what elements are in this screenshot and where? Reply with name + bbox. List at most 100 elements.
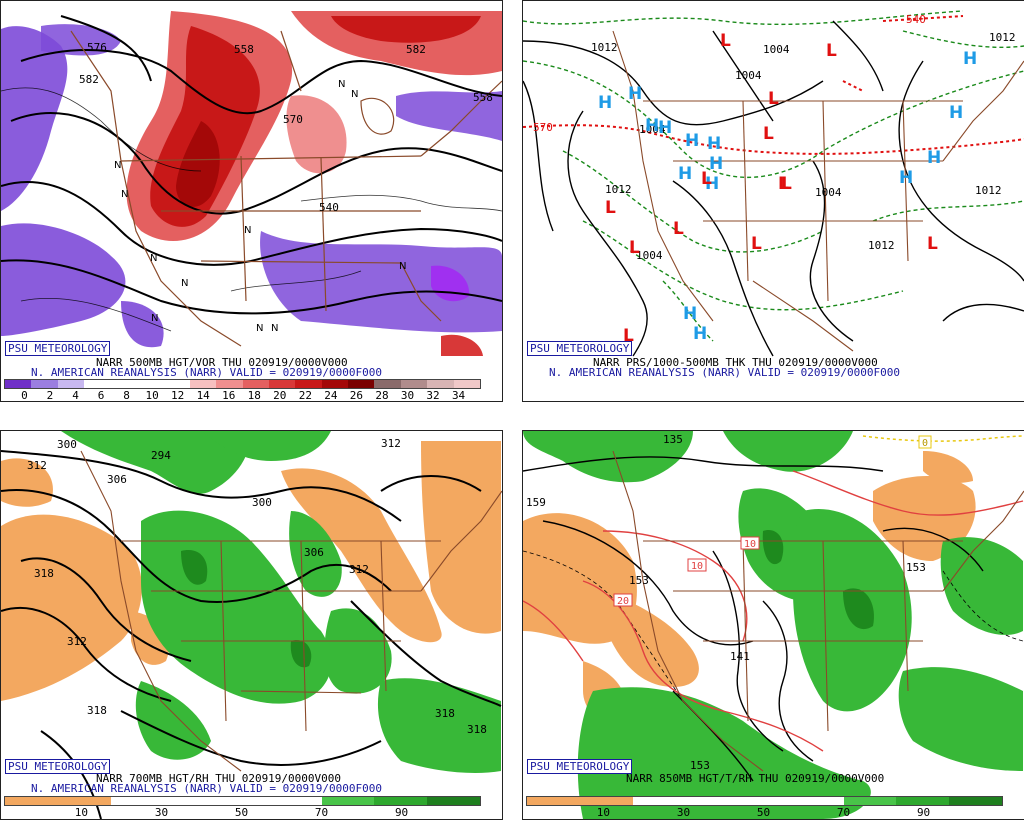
scale-swatch [896, 797, 950, 805]
scale-swatch [216, 797, 269, 805]
low-pressure-marker: L [720, 31, 731, 51]
panel-700mb-rh: 300 312 294 306 318 300 306 312 312 318 … [0, 430, 503, 820]
high-pressure-marker: H [678, 164, 692, 184]
scale-tick-label: 10 [74, 806, 89, 819]
scale-tick-label: 0 [21, 389, 28, 402]
isobar-label: 1004 [636, 249, 663, 262]
contour-label: 294 [151, 449, 171, 462]
scale-swatch [5, 797, 58, 805]
n-marker: N [351, 89, 358, 100]
contour-label: 582 [79, 73, 99, 86]
low-pressure-marker: L [927, 234, 938, 254]
scale-swatch [949, 797, 1003, 805]
scale-tick-label: 10 [145, 389, 159, 402]
panel-500mb-vorticity: 576 582 558 570 582 540 558 N N N N N N … [0, 0, 503, 402]
high-pressure-marker: H [645, 116, 659, 136]
scale-swatch [685, 797, 739, 805]
contour-label: 318 [467, 723, 487, 736]
panel-title: NARR 850MB HGT/T/RH THU 020919/0000V000 [626, 772, 885, 785]
n-marker: N [338, 79, 345, 90]
scale-swatch [189, 380, 217, 388]
scale-tick-label: 26 [349, 389, 364, 402]
scale-tick-label: 70 [836, 806, 851, 819]
scale-tick-label: 4 [72, 389, 79, 402]
high-pressure-marker: H [707, 134, 721, 154]
scale-tick-label: 12 [171, 389, 185, 402]
scale-swatch [427, 380, 454, 388]
low-pressure-marker: L [673, 219, 684, 239]
panel-subtitle: N. AMERICAN REANALYSIS (NARR) VALID = 02… [31, 366, 382, 379]
scale-swatch [632, 797, 686, 805]
low-pressure-marker: L [763, 124, 774, 144]
isobar-label: 1004 [815, 186, 842, 199]
contour-label: 135 [663, 433, 683, 446]
scale-swatch [216, 380, 243, 388]
scale-swatch [163, 380, 190, 388]
temperature-box-label: 10 [691, 561, 703, 572]
contour-label: 558 [473, 91, 493, 104]
scale-tick-label: 90 [394, 806, 409, 819]
high-pressure-marker: H [899, 168, 913, 188]
scale-tick-label: 14 [196, 389, 210, 402]
low-pressure-marker: L [781, 174, 792, 194]
low-pressure-marker: L [768, 89, 779, 109]
high-pressure-marker: H [658, 118, 672, 138]
scale-swatch [579, 797, 633, 805]
contour-label: 300 [57, 438, 77, 451]
scale-swatch [321, 380, 349, 388]
panel-pressure-thickness: 1012 1004 1004 570 1012 1004 1012 1004 1… [522, 0, 1024, 402]
scale-swatch [110, 797, 164, 805]
low-pressure-marker: L [629, 238, 640, 258]
scale-swatch [374, 380, 401, 388]
scale-swatch [427, 797, 481, 805]
map-850mb: 135 159 153 153 141 153 10 10 20 0 [523, 431, 1024, 819]
low-pressure-marker: L [623, 326, 634, 346]
scale-tick-label: 30 [400, 389, 415, 402]
high-pressure-marker: H [628, 84, 642, 104]
psu-meteorology-badge: PSU METEOROLOGY [527, 759, 633, 774]
contour-label: 306 [304, 546, 324, 559]
scale-swatch [321, 797, 375, 805]
contour-label: 153 [690, 759, 710, 772]
scale-tick-label: 50 [756, 806, 771, 819]
low-pressure-marker: L [605, 198, 616, 218]
thickness-label: 540 [906, 13, 926, 26]
rh-scale-labels: 10 30 50 70 90 [4, 806, 479, 819]
contour-label: 312 [349, 563, 369, 576]
scale-swatch [843, 797, 897, 805]
contour-label: 306 [107, 473, 127, 486]
contour-label: 159 [526, 496, 546, 509]
high-pressure-marker: H [598, 93, 612, 113]
contour-label: 318 [87, 704, 107, 717]
scale-swatch [110, 380, 137, 388]
contour-label: 312 [27, 459, 47, 472]
scale-tick-label: 30 [676, 806, 691, 819]
scale-swatch [374, 797, 428, 805]
n-marker: N [256, 323, 263, 334]
high-pressure-marker: H [705, 174, 719, 194]
scale-swatch [31, 380, 58, 388]
scale-swatch [400, 380, 428, 388]
rh-scale-labels: 10 30 50 70 90 [526, 806, 1001, 819]
n-marker: N [151, 313, 158, 324]
panel-title: NARR 500MB HGT/VOR THU 020919/0000V000 [96, 356, 348, 369]
contour-label: 312 [67, 635, 87, 648]
temperature-box-label: 20 [617, 596, 629, 607]
scale-tick-label: 34 [451, 389, 466, 402]
contour-label: 153 [629, 574, 649, 587]
scale-tick-label: 22 [298, 389, 312, 402]
scale-swatch [57, 797, 111, 805]
map-pressure-thickness: 1012 1004 1004 570 1012 1004 1012 1004 1… [523, 10, 1024, 357]
temperature-box-label: 10 [744, 539, 756, 550]
panel-subtitle: N. AMERICAN REANALYSIS (NARR) VALID = 02… [31, 782, 382, 795]
contour-label: 558 [234, 43, 254, 56]
scale-swatch [84, 380, 111, 388]
scale-tick-label: 16 [222, 389, 236, 402]
psu-meteorology-badge: PSU METEOROLOGY [5, 341, 111, 356]
isobar-label: 1004 [639, 123, 666, 136]
map-500mb: 576 582 558 570 582 540 558 N N N N N N … [1, 1, 502, 356]
contour-label: 576 [87, 41, 107, 54]
contour-label: 312 [381, 437, 401, 450]
n-marker: N [399, 261, 406, 272]
isobar-label: 1012 [868, 239, 895, 252]
